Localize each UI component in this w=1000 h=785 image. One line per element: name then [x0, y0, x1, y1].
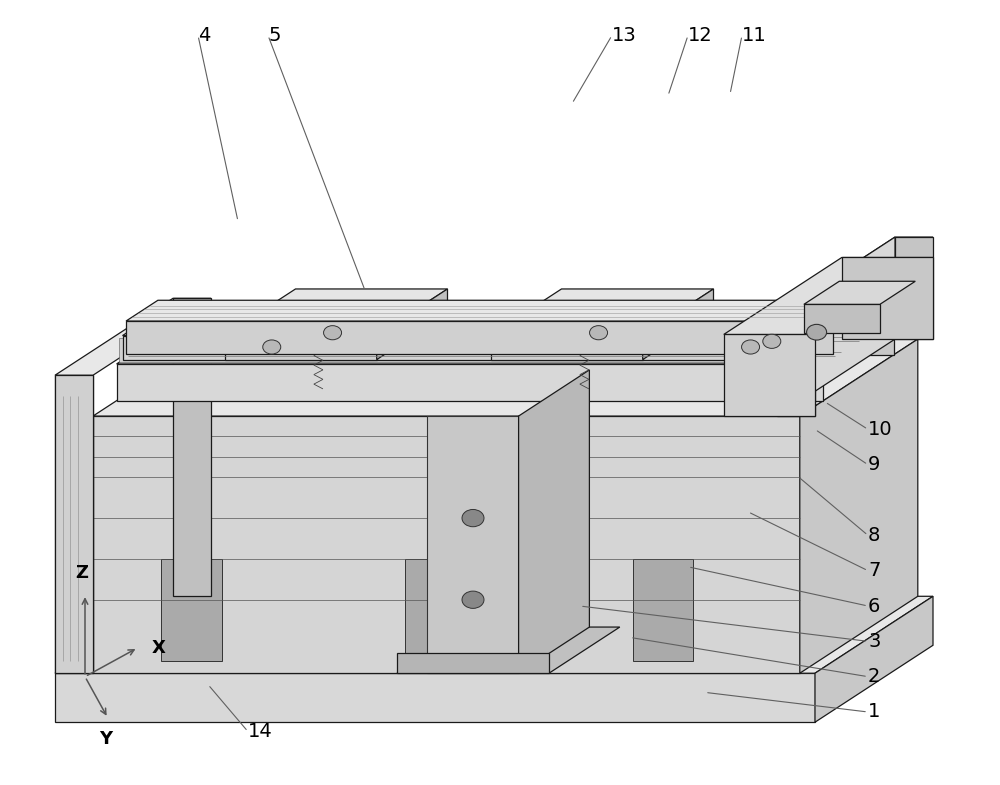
Text: Y: Y: [99, 730, 113, 748]
Polygon shape: [117, 318, 894, 364]
Ellipse shape: [462, 591, 484, 608]
Text: 3: 3: [868, 632, 880, 651]
Polygon shape: [126, 321, 833, 354]
Polygon shape: [842, 257, 933, 339]
Polygon shape: [187, 318, 894, 355]
Polygon shape: [225, 289, 448, 335]
Polygon shape: [55, 375, 93, 674]
Polygon shape: [427, 416, 519, 674]
Ellipse shape: [807, 324, 827, 340]
Text: 10: 10: [868, 420, 893, 439]
Polygon shape: [93, 339, 918, 416]
Polygon shape: [895, 237, 933, 339]
Polygon shape: [55, 298, 211, 375]
Ellipse shape: [590, 326, 608, 340]
Ellipse shape: [462, 509, 484, 527]
Polygon shape: [491, 335, 643, 360]
Polygon shape: [122, 336, 829, 360]
Polygon shape: [164, 309, 871, 333]
Polygon shape: [405, 559, 465, 661]
Text: 7: 7: [868, 561, 880, 580]
Text: 2: 2: [868, 667, 880, 686]
Text: 5: 5: [268, 26, 280, 45]
Text: 8: 8: [868, 526, 880, 545]
Ellipse shape: [763, 334, 781, 349]
Polygon shape: [377, 289, 448, 360]
Polygon shape: [777, 237, 895, 416]
Polygon shape: [804, 281, 915, 305]
Polygon shape: [777, 237, 933, 314]
Text: X: X: [152, 640, 166, 657]
Text: Z: Z: [76, 564, 88, 582]
Polygon shape: [800, 339, 918, 674]
Polygon shape: [161, 559, 222, 661]
Polygon shape: [126, 301, 865, 321]
Polygon shape: [55, 375, 93, 674]
Polygon shape: [122, 309, 871, 336]
Text: 14: 14: [248, 722, 273, 741]
Polygon shape: [397, 653, 549, 674]
Polygon shape: [633, 559, 693, 661]
Polygon shape: [397, 627, 620, 674]
Polygon shape: [55, 674, 815, 722]
Polygon shape: [643, 289, 714, 360]
Polygon shape: [724, 334, 815, 416]
Polygon shape: [173, 298, 211, 597]
Polygon shape: [124, 335, 830, 360]
Polygon shape: [117, 364, 823, 400]
Ellipse shape: [742, 340, 760, 354]
Text: 6: 6: [868, 597, 880, 615]
Ellipse shape: [324, 326, 342, 340]
Polygon shape: [804, 305, 880, 333]
Text: 11: 11: [742, 26, 767, 45]
Polygon shape: [225, 335, 377, 360]
Text: 1: 1: [868, 703, 880, 721]
Text: 12: 12: [688, 26, 713, 45]
Text: 13: 13: [612, 26, 637, 45]
Text: 9: 9: [868, 455, 880, 474]
Ellipse shape: [263, 340, 281, 354]
Polygon shape: [815, 597, 933, 722]
Text: 4: 4: [198, 26, 210, 45]
Polygon shape: [119, 338, 826, 363]
Polygon shape: [724, 257, 933, 334]
Polygon shape: [491, 289, 714, 335]
Polygon shape: [55, 597, 933, 674]
Polygon shape: [93, 416, 800, 674]
Polygon shape: [777, 314, 815, 416]
Polygon shape: [519, 370, 589, 674]
